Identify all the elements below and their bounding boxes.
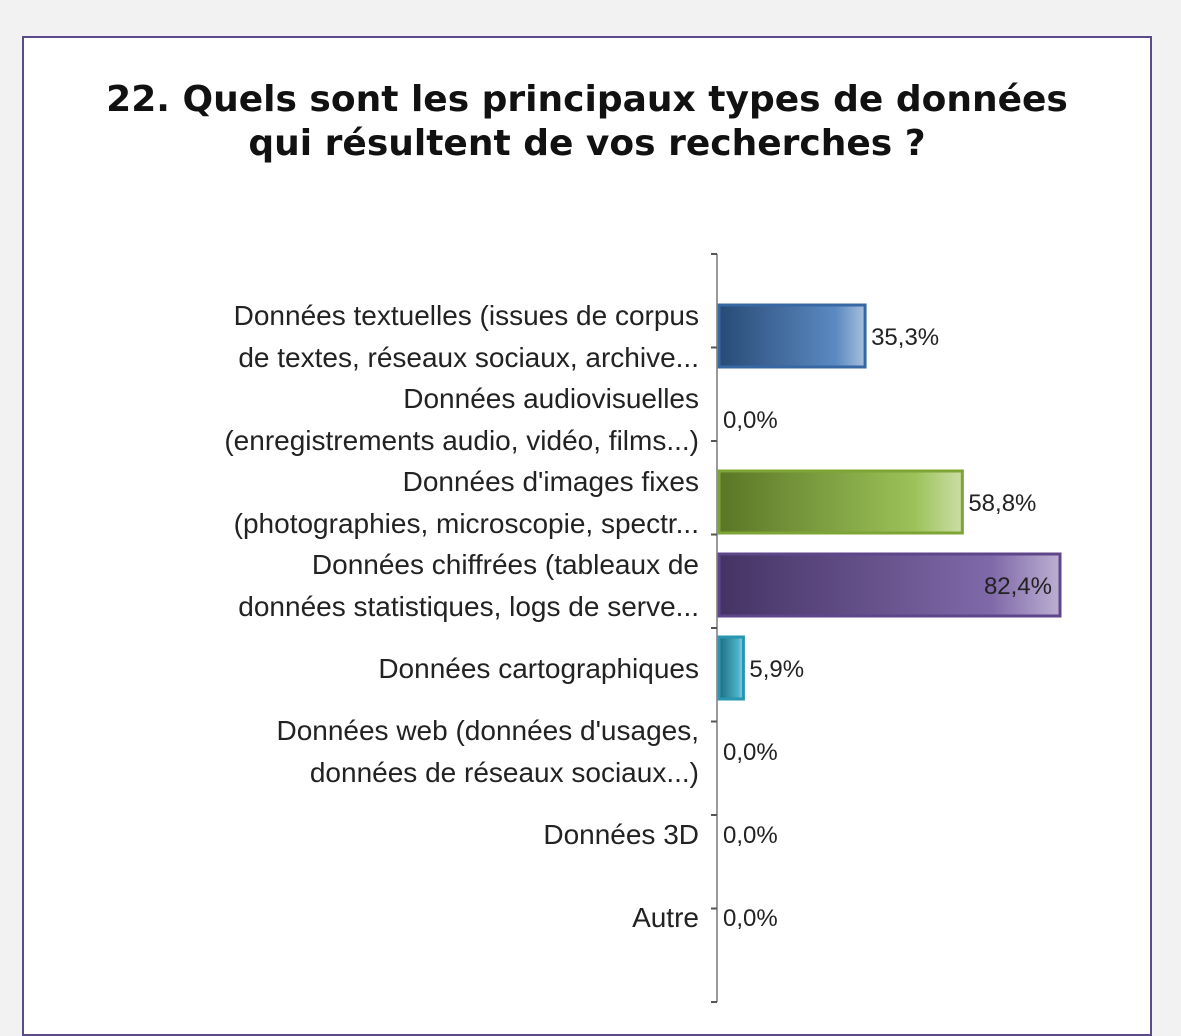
value-label: 0,0% — [723, 407, 778, 434]
chart-frame: 22. Quels sont les principaux types de d… — [22, 36, 1152, 1036]
value-label: 58,8% — [968, 490, 1036, 517]
category-label: données de réseaux sociaux...) — [310, 757, 699, 788]
category-label: Données cartographiques — [378, 653, 699, 684]
value-label: 0,0% — [723, 905, 778, 932]
category-label: Données chiffrées (tableaux de — [312, 549, 699, 580]
bars — [717, 303, 1062, 701]
category-label: Données textuelles (issues de corpus — [234, 300, 699, 331]
category-label: données statistiques, logs de serve... — [238, 591, 699, 622]
category-label: Données audiovisuelles — [403, 383, 699, 414]
category-label: (photographies, microscopie, spectr... — [234, 508, 699, 539]
value-label: 5,9% — [749, 656, 804, 683]
category-label: (enregistrements audio, vidéo, films...) — [224, 425, 699, 456]
category-label: de textes, réseaux sociaux, archive... — [238, 342, 699, 373]
value-label: 82,4% — [984, 573, 1052, 600]
category-label: Autre — [632, 902, 699, 933]
chart-title-line-1: 22. Quels sont les principaux types de d… — [106, 79, 1068, 120]
chart-title: 22. Quels sont les principaux types de d… — [24, 78, 1150, 166]
category-labels: Données textuelles (issues de corpus de t… — [224, 300, 699, 933]
chart-title-line-2: qui résultent de vos recherches ? — [248, 123, 926, 164]
category-label: Données 3D — [543, 819, 699, 850]
value-label: 0,0% — [723, 822, 778, 849]
bar — [717, 635, 745, 701]
value-labels: 35,3% 0,0% 58,8% 82,4% 5,9% 0,0% 0,0% 0,0% — [723, 324, 1052, 932]
category-label: Données web (données d'usages, — [276, 715, 699, 746]
category-label: Données d'images fixes — [403, 466, 699, 497]
value-label: 35,3% — [871, 324, 939, 351]
value-label: 0,0% — [723, 739, 778, 766]
category-axis — [711, 253, 718, 1003]
bar — [717, 552, 1062, 618]
bar — [717, 469, 964, 535]
bar — [717, 303, 867, 369]
